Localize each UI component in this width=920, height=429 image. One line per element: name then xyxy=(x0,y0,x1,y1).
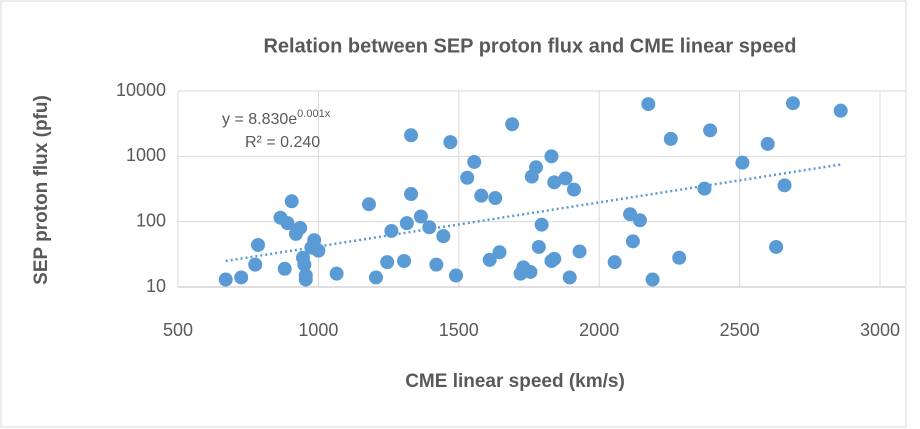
y-tick-label: 10 xyxy=(146,276,166,296)
point xyxy=(329,266,344,281)
point xyxy=(474,188,489,203)
point xyxy=(404,187,419,202)
point xyxy=(572,244,587,259)
y-axis-title: SEP proton flux (pfu) xyxy=(31,95,52,285)
point xyxy=(361,197,376,212)
point xyxy=(443,135,458,150)
equation-exponent: 0.001x xyxy=(297,108,331,120)
point xyxy=(760,136,775,151)
point xyxy=(562,270,577,285)
point xyxy=(547,175,562,190)
point xyxy=(467,154,482,169)
point xyxy=(460,170,475,185)
point xyxy=(607,255,622,270)
point xyxy=(293,220,308,235)
point xyxy=(531,239,546,254)
point xyxy=(544,149,559,164)
point xyxy=(645,272,660,287)
point xyxy=(672,250,687,265)
point xyxy=(735,155,750,170)
point xyxy=(277,261,292,276)
point xyxy=(529,160,544,175)
point xyxy=(298,272,313,287)
point xyxy=(399,216,414,231)
point xyxy=(703,123,718,138)
point xyxy=(785,96,800,111)
point xyxy=(566,182,581,197)
point xyxy=(492,245,507,260)
x-tick-label: 1500 xyxy=(439,320,479,340)
point xyxy=(436,229,451,244)
r-squared: R² = 0.240 xyxy=(245,134,320,151)
point xyxy=(632,213,647,228)
point xyxy=(397,254,412,269)
point xyxy=(311,243,326,258)
point xyxy=(448,268,463,283)
x-tick-label: 2500 xyxy=(720,320,760,340)
point xyxy=(488,191,503,206)
point xyxy=(422,220,437,235)
point xyxy=(547,251,562,266)
equation: y = 8.830e xyxy=(222,111,297,128)
x-tick-label: 1000 xyxy=(298,320,338,340)
point xyxy=(284,194,299,209)
y-tick-label: 100 xyxy=(136,210,166,230)
point xyxy=(404,128,419,143)
point xyxy=(380,255,395,270)
point xyxy=(248,257,263,272)
point xyxy=(482,252,497,267)
point xyxy=(663,131,678,146)
point xyxy=(251,237,266,252)
y-tick-label: 10000 xyxy=(116,80,166,100)
x-tick-label: 3000 xyxy=(860,320,900,340)
point xyxy=(280,216,295,231)
point xyxy=(641,97,656,112)
y-tick-label: 1000 xyxy=(126,145,166,165)
point xyxy=(534,217,549,232)
point xyxy=(697,181,712,196)
point xyxy=(833,103,848,118)
point xyxy=(413,209,428,224)
point xyxy=(558,171,573,186)
point xyxy=(769,239,784,254)
point xyxy=(384,223,399,238)
chart-title: Relation between SEP proton flux and CME… xyxy=(263,35,796,57)
point xyxy=(297,257,312,272)
trendline xyxy=(225,163,841,263)
plot-area: 10 100 1000 10000 500 1000 1500 2000 2500 3000 xyxy=(116,80,905,340)
x-tick-label: 2000 xyxy=(579,320,619,340)
point xyxy=(368,270,383,285)
point xyxy=(523,264,538,279)
point xyxy=(777,178,792,193)
point xyxy=(429,257,444,272)
trend-equation: y = 8.830e0.001x xyxy=(222,108,331,128)
point xyxy=(505,117,520,132)
x-tick-label: 500 xyxy=(163,320,193,340)
point xyxy=(218,272,233,287)
point xyxy=(234,270,249,285)
x-axis-title: CME linear speed (km/s) xyxy=(405,371,625,392)
point xyxy=(625,234,640,249)
